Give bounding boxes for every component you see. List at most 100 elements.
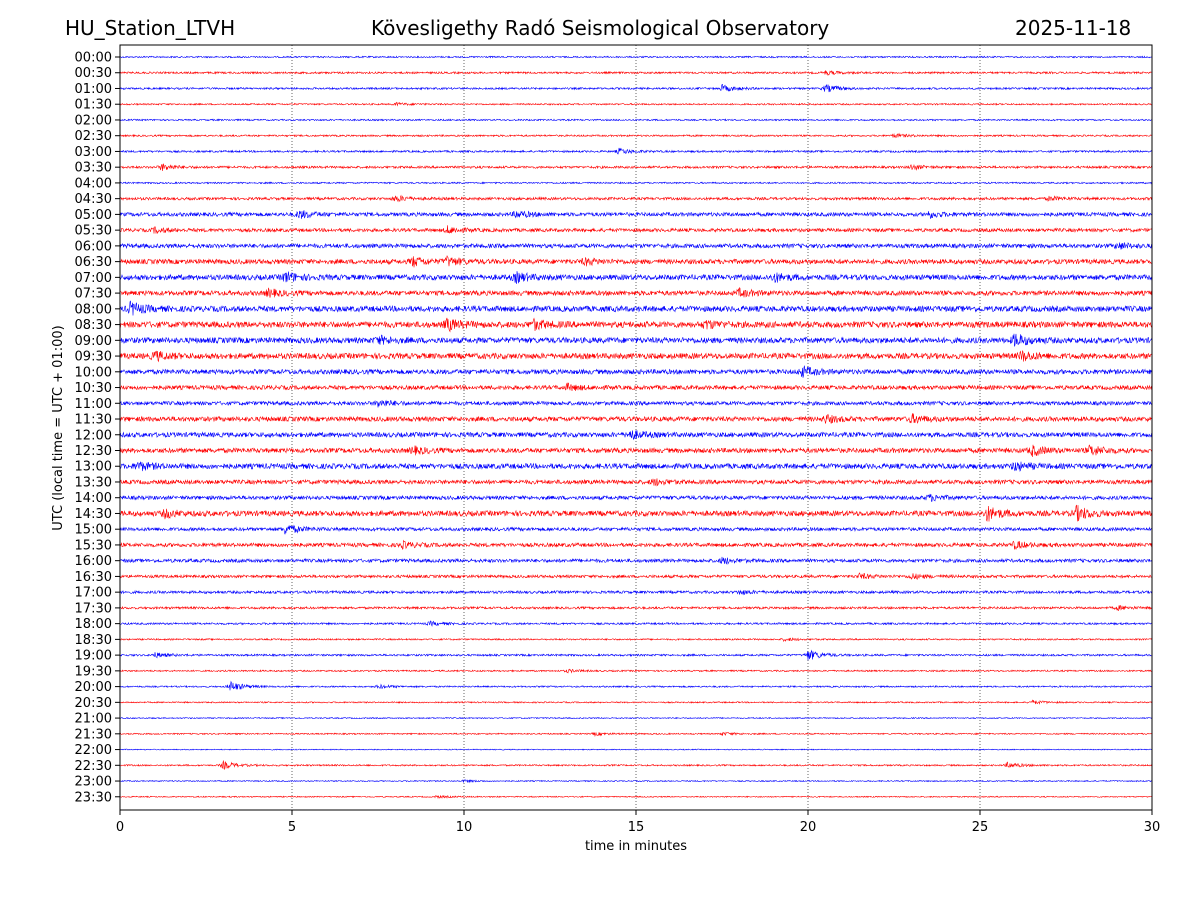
trace-0130 [119, 101, 1153, 107]
y-tick-label: 02:30 [75, 129, 112, 144]
trace-0030 [119, 70, 1153, 76]
trace-0000 [119, 55, 1153, 59]
trace-1100 [119, 399, 1153, 408]
trace-2130 [120, 731, 1153, 737]
trace-1930 [119, 668, 1153, 674]
trace-2330 [119, 795, 1153, 800]
trace-0200 [119, 118, 1153, 122]
y-tick-label: 22:00 [75, 743, 112, 758]
x-tick-label: 30 [1144, 820, 1161, 835]
trace-0600 [119, 241, 1153, 250]
trace-0230 [119, 132, 1153, 139]
y-tick-label: 14:00 [75, 491, 112, 506]
trace-1730 [119, 605, 1153, 611]
y-tick-label: 12:30 [75, 444, 112, 459]
trace-2300 [119, 778, 1153, 784]
trace-0500 [119, 210, 1153, 220]
chart-title: Kövesligethy Radó Seismological Observat… [371, 16, 830, 40]
trace-1130 [119, 413, 1153, 424]
trace-1230 [119, 444, 1153, 457]
y-tick-label: 12:00 [75, 428, 112, 443]
trace-0630 [119, 255, 1153, 268]
trace-1800 [119, 620, 1153, 627]
y-tick-label: 05:30 [75, 224, 112, 239]
y-tick-label: 21:30 [75, 727, 112, 742]
y-tick-label: 06:00 [75, 239, 112, 254]
x-tick-label: 5 [288, 820, 296, 835]
trace-2030 [119, 699, 1153, 705]
trace-0430 [119, 194, 1153, 203]
y-tick-label: 11:30 [75, 413, 112, 428]
trace-1600 [119, 556, 1153, 565]
trace-1300 [119, 461, 1153, 472]
y-tick-label: 23:30 [75, 790, 112, 805]
y-tick-label: 21:00 [75, 712, 112, 727]
station-name: HU_Station_LTVH [65, 16, 236, 40]
trace-1700 [119, 589, 1153, 596]
y-tick-label: 09:00 [75, 334, 112, 349]
y-tick-label: 10:00 [75, 365, 112, 380]
y-tick-label: 04:00 [75, 176, 112, 191]
x-axis-label: time in minutes [585, 839, 687, 854]
y-tick-label: 16:00 [75, 554, 112, 569]
trace-1900 [119, 649, 1153, 661]
y-tick-label: 05:00 [75, 208, 112, 223]
y-tick-label: 08:30 [75, 318, 112, 333]
x-tick-label: 10 [456, 820, 473, 835]
y-tick-label: 08:00 [75, 302, 112, 317]
trace-1400 [119, 493, 1153, 502]
y-tick-label: 15:30 [75, 538, 112, 553]
y-tick-label: 02:00 [75, 113, 112, 128]
y-tick-label: 17:00 [75, 586, 112, 601]
trace-1500 [119, 524, 1153, 535]
y-tick-label: 03:00 [75, 145, 112, 160]
y-tick-label: 14:30 [75, 507, 112, 522]
trace-1030 [119, 382, 1153, 392]
trace-0730 [119, 287, 1153, 298]
trace-0830 [119, 317, 1153, 333]
trace-0700 [119, 271, 1153, 284]
y-tick-label: 01:00 [75, 82, 112, 97]
trace-0800 [119, 300, 1153, 316]
y-tick-label: 13:30 [75, 475, 112, 490]
y-tick-label: 17:30 [75, 601, 112, 616]
y-tick-label: 20:30 [75, 696, 112, 711]
trace-2230 [119, 759, 1153, 770]
y-tick-label: 19:30 [75, 664, 112, 679]
y-tick-label: 09:30 [75, 350, 112, 365]
y-tick-label: 20:00 [75, 680, 112, 695]
trace-1830 [119, 637, 1153, 642]
date-label: 2025-11-18 [1015, 16, 1132, 40]
trace-0400 [119, 181, 1153, 185]
y-tick-label: 04:30 [75, 192, 112, 207]
y-tick-label: 19:00 [75, 649, 112, 664]
trace-1000 [119, 365, 1153, 378]
y-tick-label: 13:00 [75, 460, 112, 475]
y-tick-label: 01:30 [75, 98, 112, 113]
x-tick-label: 0 [116, 820, 124, 835]
trace-2200 [119, 748, 1153, 751]
y-axis-label: UTC (local time = UTC + 01:00) [51, 325, 66, 530]
y-tick-label: 23:00 [75, 775, 112, 790]
trace-1630 [119, 572, 1153, 580]
y-tick-label: 07:00 [75, 271, 112, 286]
y-tick-label: 03:30 [75, 161, 112, 176]
trace-0530 [119, 225, 1153, 235]
y-tick-label: 00:00 [75, 51, 112, 66]
y-tick-label: 15:00 [75, 523, 112, 538]
y-tick-label: 18:00 [75, 617, 112, 632]
y-tick-label: 06:30 [75, 255, 112, 270]
y-tick-label: 16:30 [75, 570, 112, 585]
trace-0100 [119, 84, 1153, 93]
trace-1430 [119, 504, 1153, 522]
y-tick-label: 11:00 [75, 397, 112, 412]
x-tick-label: 20 [800, 820, 817, 835]
y-tick-label: 18:30 [75, 633, 112, 648]
trace-0930 [119, 349, 1153, 363]
y-tick-label: 10:30 [75, 381, 112, 396]
trace-2000 [119, 680, 1153, 691]
trace-1530 [119, 539, 1153, 550]
trace-1200 [119, 430, 1153, 441]
